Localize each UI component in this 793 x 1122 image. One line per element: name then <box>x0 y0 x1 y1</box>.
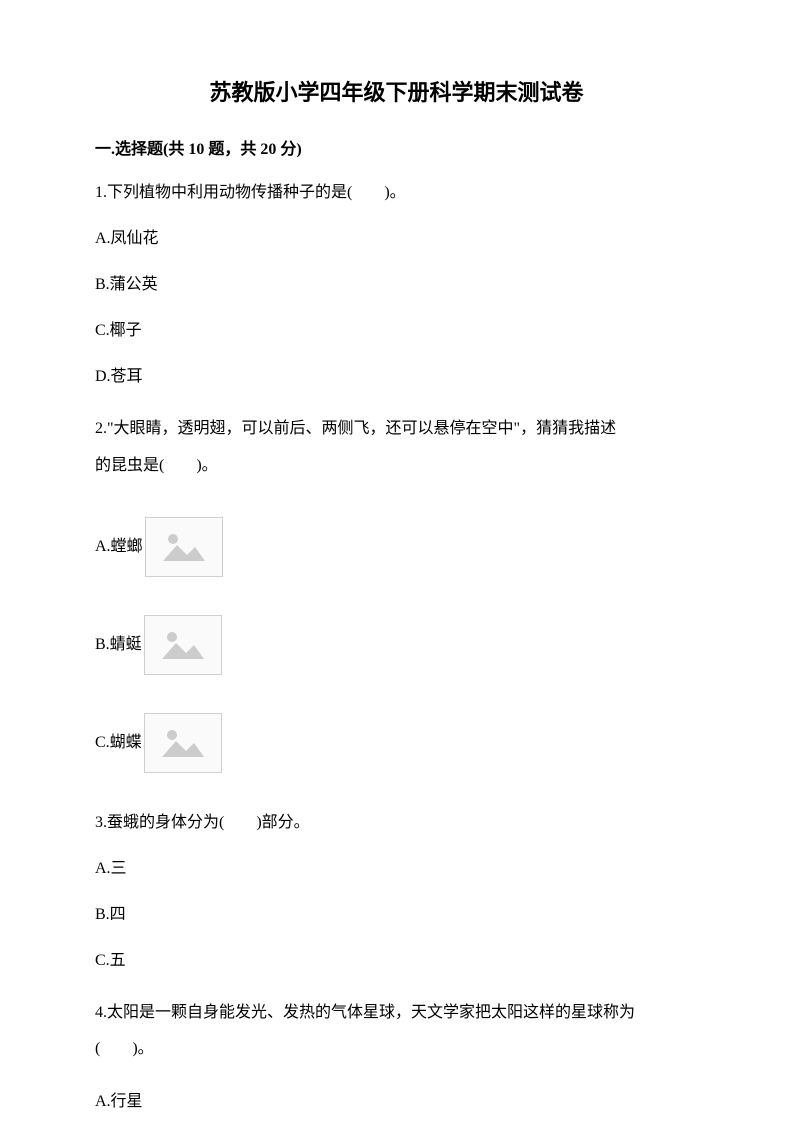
question-1-option-c: C.椰子 <box>95 319 698 343</box>
question-2-option-a-label: A.螳螂 <box>95 535 143 559</box>
image-placeholder-icon <box>158 625 208 665</box>
question-2-stem-line2: 的昆虫是( )。 <box>95 457 218 474</box>
question-1-option-b: B.蒲公英 <box>95 273 698 297</box>
question-2-option-c: C.蝴蝶 <box>95 713 698 773</box>
question-2-stem-line1: 2."大眼睛，透明翅，可以前后、两侧飞，还可以悬停在空中"，猜猜我描述 <box>95 420 616 437</box>
question-2-stem: 2."大眼睛，透明翅，可以前后、两侧飞，还可以悬停在空中"，猜猜我描述 的昆虫是… <box>95 411 698 485</box>
question-3-option-a: A.三 <box>95 857 698 881</box>
mantis-image-placeholder <box>145 517 223 577</box>
page-title: 苏教版小学四年级下册科学期末测试卷 <box>95 75 698 107</box>
question-1-option-d: D.苍耳 <box>95 365 698 389</box>
butterfly-image-placeholder <box>144 713 222 773</box>
question-3-option-b: B.四 <box>95 903 698 927</box>
question-2-option-b-label: B.蜻蜓 <box>95 633 142 657</box>
question-4-stem: 4.太阳是一颗自身能发光、发热的气体星球，天文学家把太阳这样的星球称为 ( )。 <box>95 995 698 1069</box>
question-2-option-c-label: C.蝴蝶 <box>95 731 142 755</box>
question-3-stem: 3.蚕蛾的身体分为( )部分。 <box>95 811 698 835</box>
question-4-stem-line2: ( )。 <box>95 1040 154 1057</box>
question-1-stem: 1.下列植物中利用动物传播种子的是( )。 <box>95 181 698 205</box>
image-placeholder-icon <box>159 527 209 567</box>
question-4-option-a: A.行星 <box>95 1090 698 1114</box>
question-1-option-a: A.凤仙花 <box>95 227 698 251</box>
question-4-stem-line1: 4.太阳是一颗自身能发光、发热的气体星球，天文学家把太阳这样的星球称为 <box>95 1004 635 1021</box>
image-placeholder-icon <box>158 723 208 763</box>
dragonfly-image-placeholder <box>144 615 222 675</box>
section-header: 一.选择题(共 10 题，共 20 分) <box>95 135 698 159</box>
question-2-option-b: B.蜻蜓 <box>95 615 698 675</box>
question-3-option-c: C.五 <box>95 949 698 973</box>
question-2-option-a: A.螳螂 <box>95 517 698 577</box>
